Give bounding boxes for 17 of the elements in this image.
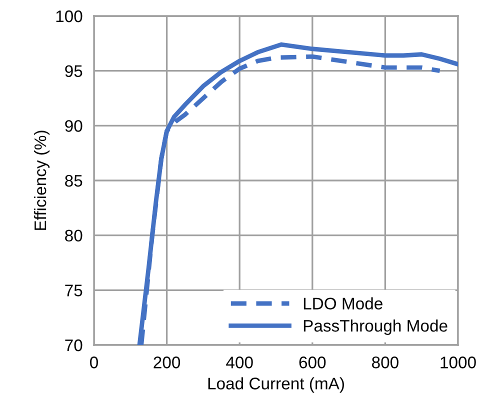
x-tick-label: 600 <box>299 356 326 368</box>
y-axis-title: Efficiency (%) <box>34 130 50 230</box>
x-tick-label: 1000 <box>440 356 476 368</box>
x-tick-label: 400 <box>226 356 253 368</box>
x-tick-label: 200 <box>154 356 180 368</box>
x-tick-label: 800 <box>372 356 398 368</box>
y-tick-label: 95 <box>65 65 82 78</box>
y-tick-label: 75 <box>65 284 82 296</box>
y-tick-label: 100 <box>56 10 82 22</box>
x-tick-label: 0 <box>90 356 98 368</box>
y-tick-label: 80 <box>65 230 82 242</box>
y-tick-label: 85 <box>65 174 82 187</box>
x-axis-title: Load Current (mA) <box>208 377 344 393</box>
legend-label: PassThrough Mode <box>304 319 448 335</box>
y-tick-label: 90 <box>65 120 82 132</box>
y-tick-label: 70 <box>65 339 82 352</box>
legend-label: LDO Mode <box>304 297 382 310</box>
